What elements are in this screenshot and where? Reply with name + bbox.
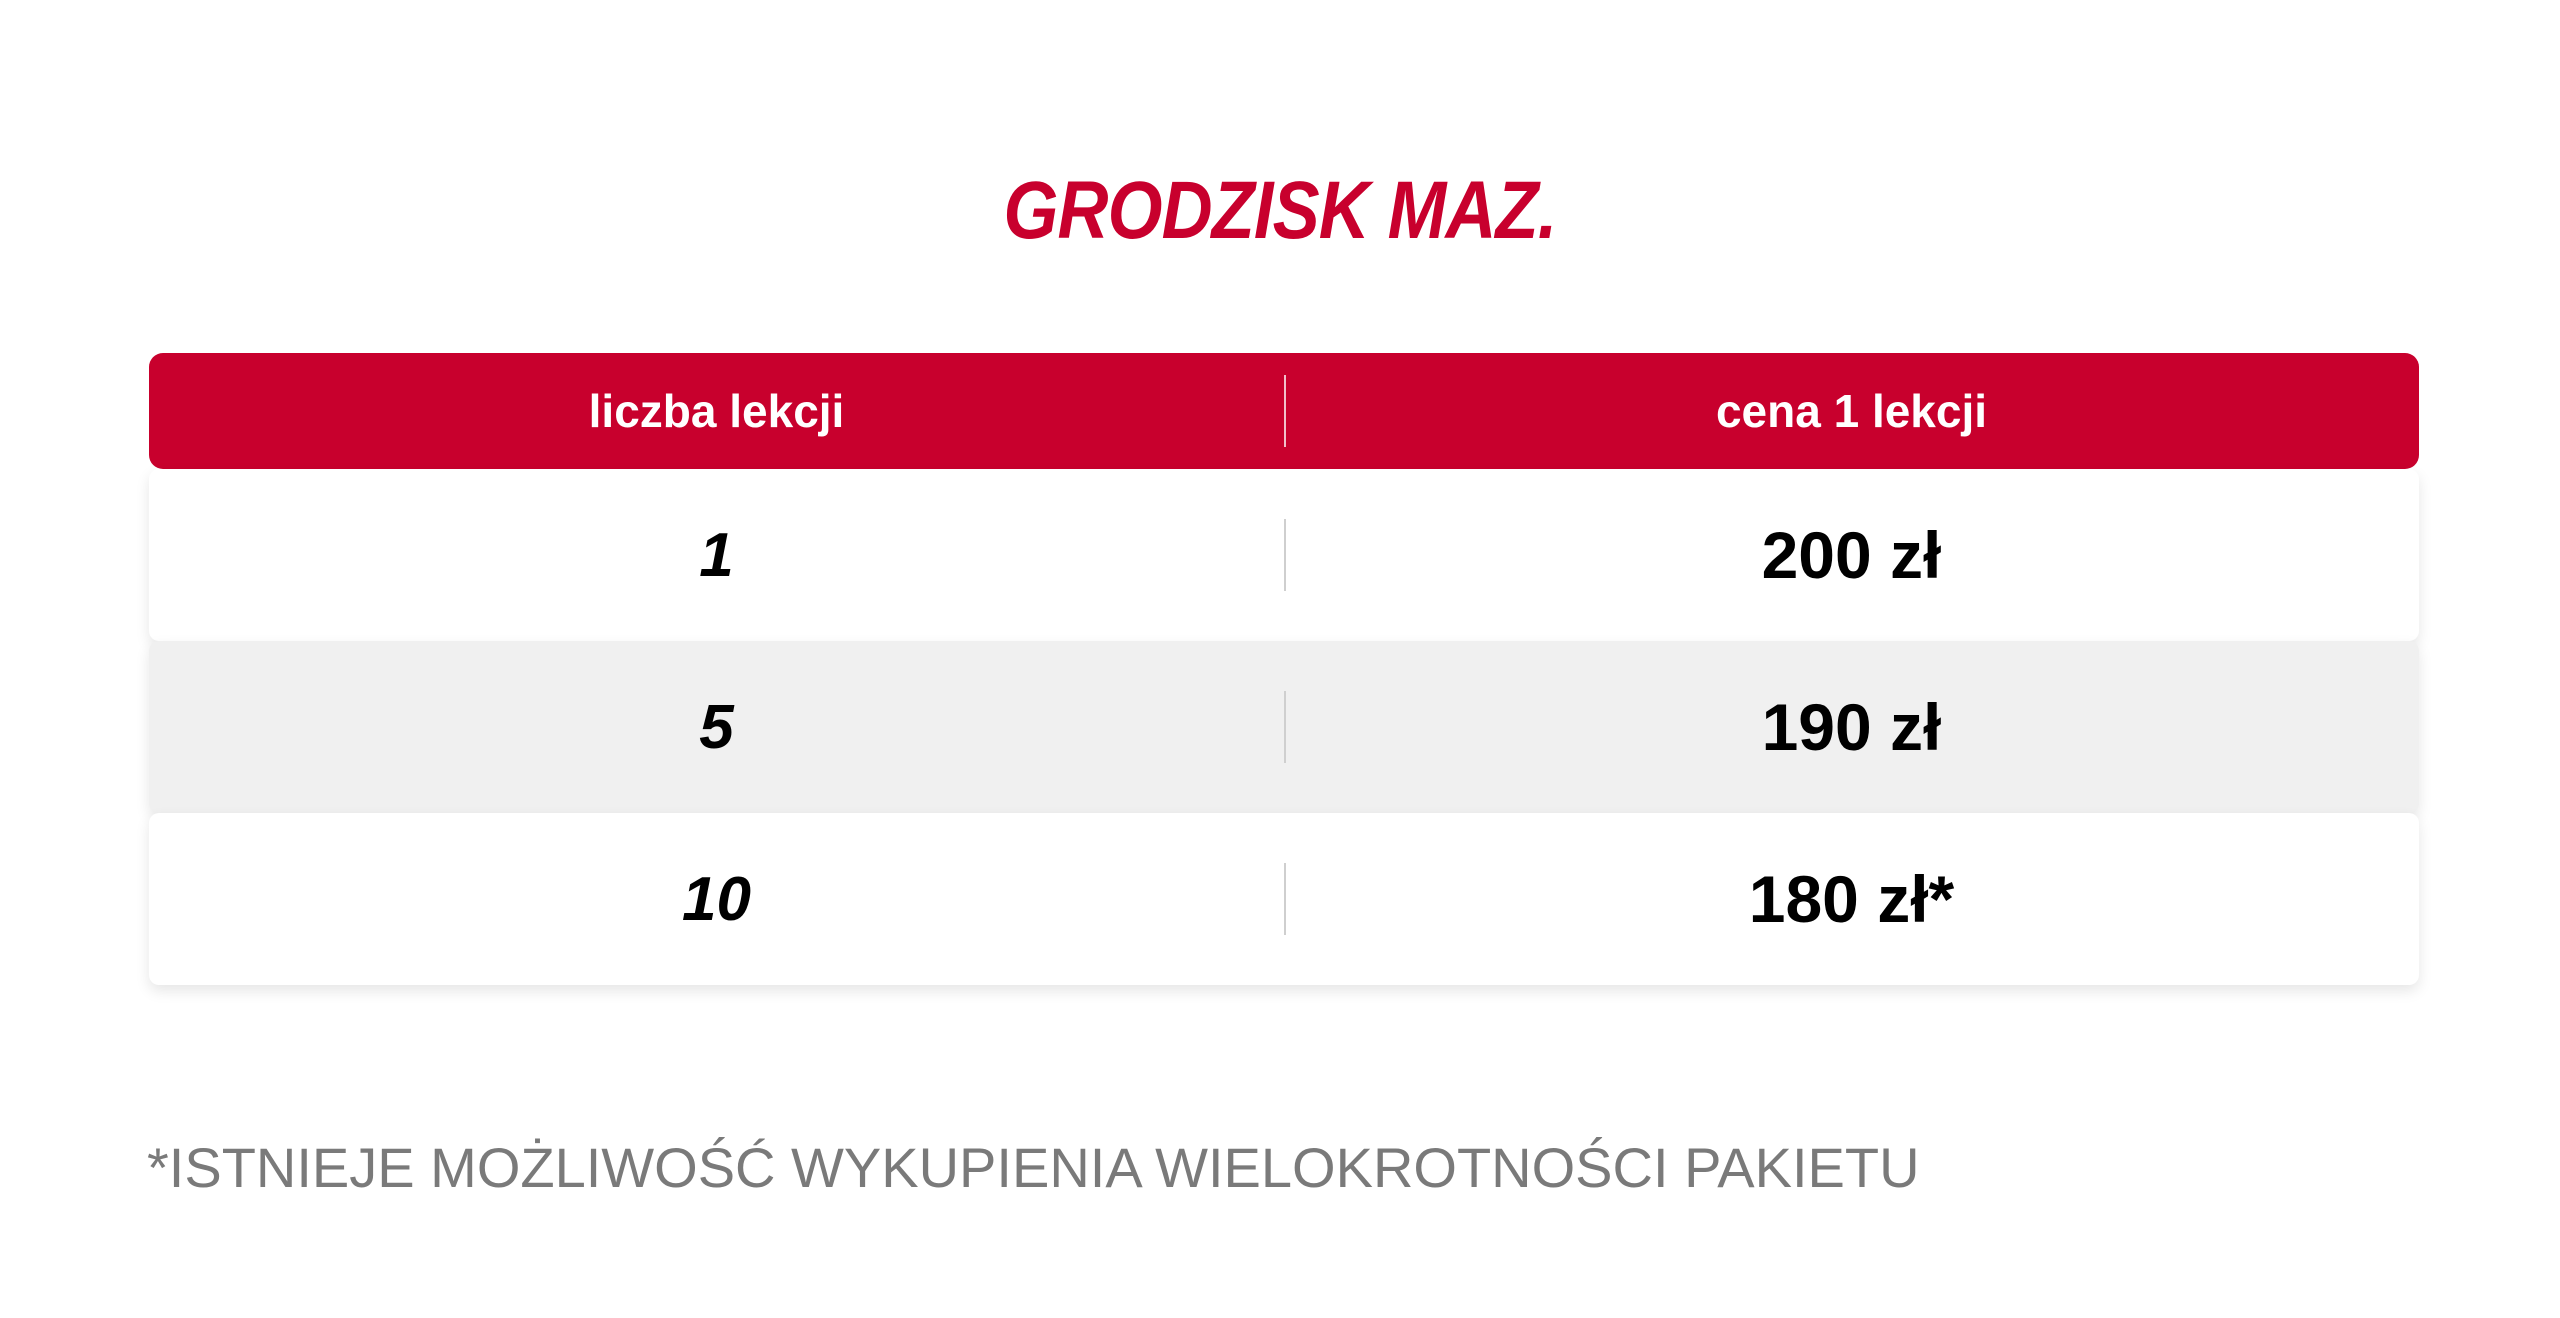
header-lesson-count: liczba lekcji <box>588 385 845 437</box>
page-title: GRODZISK MAZ. <box>1003 165 1558 256</box>
header-lesson-price: cena 1 lekcji <box>1715 385 1988 437</box>
pricing-table: liczba lekcji cena 1 lekcji 1 200 zł 5 1… <box>149 353 2419 985</box>
lesson-price: 190 zł <box>1761 690 1942 764</box>
header-divider <box>1284 375 1286 447</box>
row-divider <box>1284 691 1286 763</box>
table-row: 10 180 zł* <box>149 813 2419 985</box>
table-row: 1 200 zł <box>149 469 2419 641</box>
lesson-price: 180 zł* <box>1748 862 1955 936</box>
lesson-count: 10 <box>682 864 751 934</box>
table-row: 5 190 zł <box>149 641 2419 813</box>
lesson-count: 1 <box>699 520 734 590</box>
table-header: liczba lekcji cena 1 lekcji <box>149 353 2419 469</box>
row-divider <box>1284 519 1286 591</box>
footnote: *ISTNIEJE MOŻLIWOŚĆ WYKUPIENIA WIELOKROT… <box>147 1136 1920 1199</box>
row-divider <box>1284 863 1286 935</box>
lesson-count: 5 <box>699 692 734 762</box>
lesson-price: 200 zł <box>1761 518 1942 592</box>
